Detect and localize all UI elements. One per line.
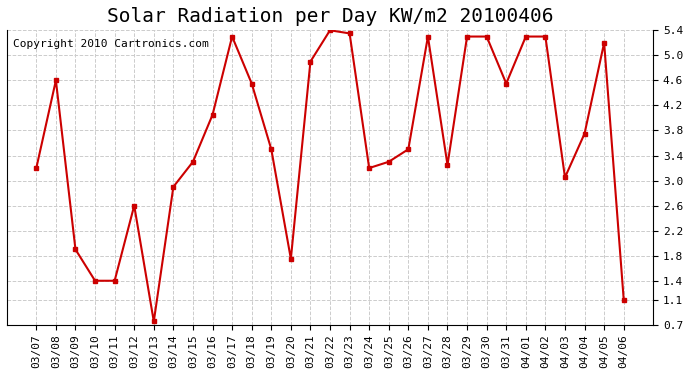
- Text: Copyright 2010 Cartronics.com: Copyright 2010 Cartronics.com: [13, 39, 209, 49]
- Title: Solar Radiation per Day KW/m2 20100406: Solar Radiation per Day KW/m2 20100406: [107, 7, 553, 26]
